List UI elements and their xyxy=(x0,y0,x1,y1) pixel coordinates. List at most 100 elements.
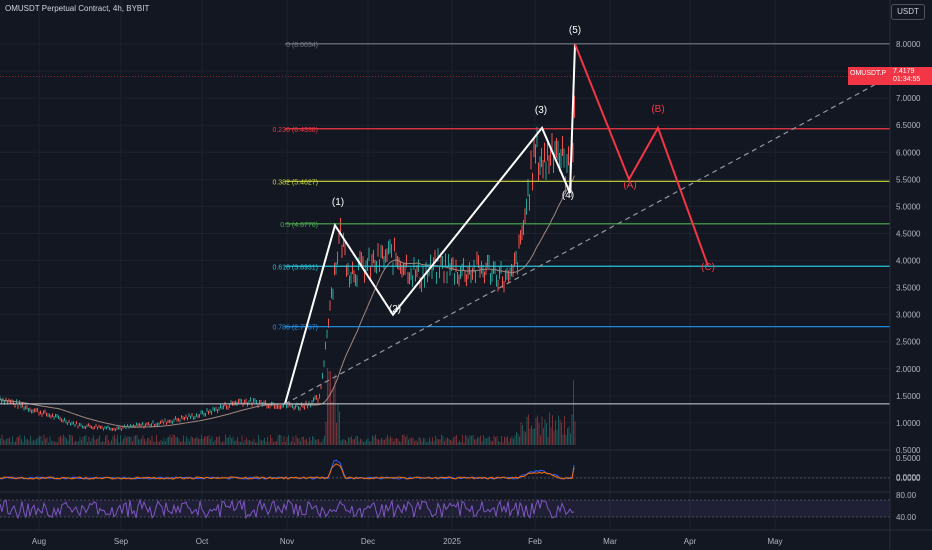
volume-bar xyxy=(303,436,304,445)
volume-bar xyxy=(88,436,90,445)
y-tick-label: 5.0000 xyxy=(896,202,921,211)
volume-bar xyxy=(48,442,49,445)
volume-bar xyxy=(265,441,267,445)
impulse-wave-label: (2) xyxy=(389,304,401,315)
volume-bar xyxy=(246,437,247,445)
volume-bar xyxy=(163,438,165,445)
currency-button[interactable]: USDT xyxy=(891,4,925,20)
volume-bar xyxy=(168,436,169,445)
volume-bar xyxy=(549,412,550,445)
volume-bar xyxy=(460,442,462,445)
volume-bar xyxy=(534,428,535,445)
volume-bar xyxy=(454,436,456,445)
volume-bar xyxy=(172,434,174,445)
volume-bar xyxy=(400,441,402,445)
volume-bar xyxy=(142,435,144,445)
volume-bar xyxy=(286,437,288,445)
volume-bar xyxy=(154,441,156,445)
volume-bar xyxy=(138,439,139,445)
volume-bar xyxy=(115,438,117,445)
volume-bar xyxy=(30,435,31,445)
volume-bar xyxy=(475,439,477,445)
volume-bar xyxy=(451,440,453,445)
volume-bar xyxy=(205,436,207,445)
volume-bar xyxy=(514,435,516,445)
volume-bar xyxy=(444,441,445,445)
volume-bar xyxy=(498,441,499,445)
volume-bar xyxy=(417,441,418,445)
volume-bar xyxy=(546,423,547,445)
volume-bar xyxy=(174,435,175,445)
volume-bar xyxy=(505,437,507,445)
volume-bar xyxy=(507,436,508,445)
volume-bar xyxy=(258,434,259,445)
volume-bar xyxy=(192,437,193,445)
volume-bar xyxy=(45,438,46,445)
volume-bar xyxy=(315,439,316,445)
volume-bar xyxy=(3,439,4,445)
volume-bar xyxy=(445,438,447,445)
volume-bar xyxy=(310,440,312,445)
signal-line xyxy=(0,463,575,480)
volume-bar xyxy=(334,374,336,445)
x-tick-label: Aug xyxy=(32,537,46,546)
volume-bar xyxy=(562,434,564,445)
volume-bar xyxy=(279,434,280,445)
volume-bar xyxy=(415,439,417,445)
volume-bar xyxy=(358,441,360,445)
volume-bar xyxy=(34,440,36,445)
volume-bar xyxy=(27,438,28,445)
volume-bar xyxy=(114,434,115,445)
volume-bar xyxy=(21,439,22,445)
volume-bar xyxy=(552,415,553,445)
volume-bar xyxy=(295,435,297,445)
y-tick-label: 7.0000 xyxy=(896,94,921,103)
volume-bar xyxy=(508,441,510,445)
volume-bar xyxy=(102,441,103,445)
x-tick-label: Dec xyxy=(361,537,375,546)
current-price-tag: OMUSDT.P xyxy=(848,67,890,85)
volume-bar xyxy=(495,437,496,445)
volume-bar xyxy=(229,435,231,445)
volume-bar xyxy=(186,436,187,445)
volume-bar xyxy=(25,439,27,445)
volume-bar xyxy=(105,436,106,445)
volume-bar xyxy=(489,436,490,445)
volume-bar xyxy=(477,437,478,445)
volume-bar xyxy=(501,436,502,445)
volume-bar xyxy=(243,442,244,445)
volume-bar xyxy=(139,439,141,445)
y-tick-label: 6.0000 xyxy=(896,148,921,157)
volume-bar xyxy=(196,436,198,445)
fib-level-label: 0.618 (3.8931) xyxy=(272,264,318,271)
volume-bar xyxy=(69,434,70,445)
volume-bar xyxy=(96,439,97,445)
volume-bar xyxy=(355,436,357,445)
volume-bar xyxy=(570,433,571,445)
volume-bar xyxy=(418,436,420,445)
volume-bar xyxy=(526,416,528,445)
volume-bar xyxy=(0,438,1,445)
volume-bar xyxy=(331,401,333,445)
volume-bar xyxy=(273,442,274,445)
volume-bar xyxy=(462,434,463,445)
volume-bar xyxy=(141,438,142,445)
volume-bar xyxy=(403,434,405,445)
volume-bar xyxy=(13,442,15,445)
volume-bar xyxy=(529,428,531,445)
volume-bar xyxy=(124,435,126,445)
volume-bar xyxy=(561,422,562,445)
volume-bar xyxy=(393,441,394,445)
volume-bar xyxy=(517,433,519,445)
volume-bar xyxy=(12,435,13,445)
volume-bar xyxy=(319,441,321,445)
volume-bar xyxy=(384,439,385,445)
volume-bar xyxy=(261,440,262,445)
volume-bar xyxy=(433,441,435,445)
volume-bar xyxy=(480,435,481,445)
volume-bar xyxy=(73,442,75,445)
volume-bar xyxy=(78,441,79,445)
volume-bar xyxy=(111,440,112,445)
volume-bar xyxy=(235,440,237,445)
